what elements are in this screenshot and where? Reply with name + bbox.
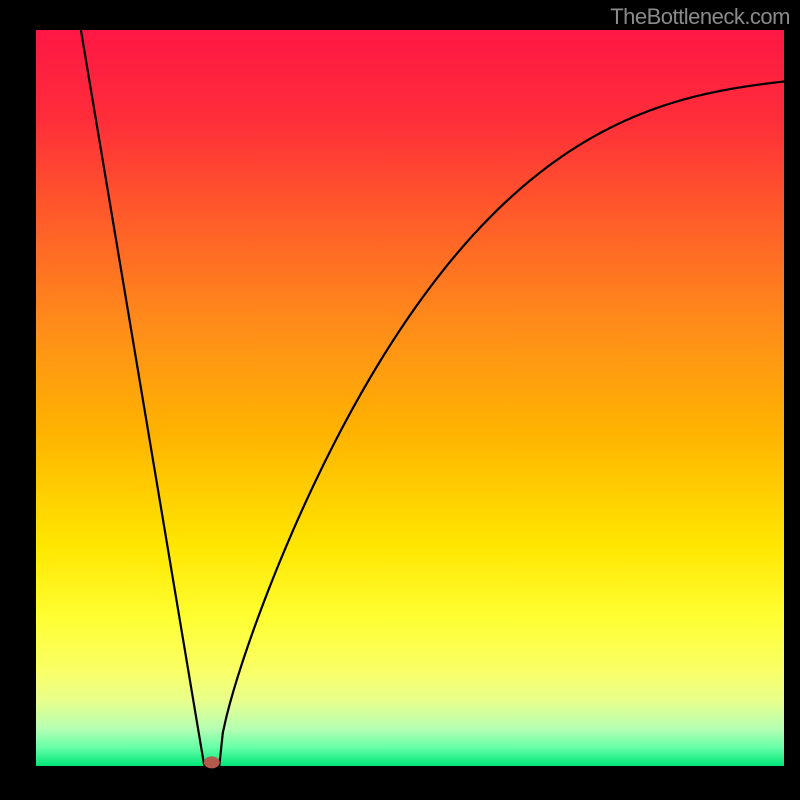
- attribution-text: TheBottleneck.com: [610, 4, 790, 30]
- plot-background-gradient: [36, 30, 784, 766]
- optimal-point-marker: [204, 756, 220, 768]
- bottleneck-chart-svg: [0, 0, 800, 800]
- chart-container: TheBottleneck.com: [0, 0, 800, 800]
